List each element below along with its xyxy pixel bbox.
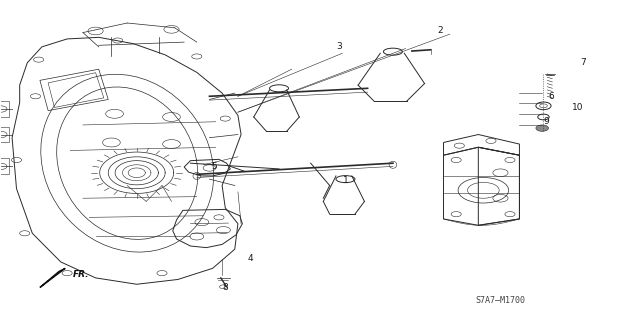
Bar [0, 126, 9, 142]
Text: FR.: FR. [73, 270, 89, 279]
Text: 10: 10 [572, 103, 583, 112]
Text: 2: 2 [437, 27, 443, 36]
Text: 1: 1 [342, 176, 348, 185]
Text: 8: 8 [223, 283, 228, 292]
Text: 9: 9 [543, 117, 549, 126]
Bar [0, 101, 9, 117]
Polygon shape [40, 268, 65, 287]
Text: 4: 4 [248, 254, 254, 263]
Bar [0, 158, 9, 174]
Text: 5: 5 [212, 162, 217, 171]
Text: 3: 3 [336, 42, 342, 52]
Text: 6: 6 [548, 92, 554, 101]
Circle shape [536, 125, 548, 131]
Text: 7: 7 [580, 58, 586, 67]
Text: S7A7–M1700: S7A7–M1700 [476, 296, 526, 305]
